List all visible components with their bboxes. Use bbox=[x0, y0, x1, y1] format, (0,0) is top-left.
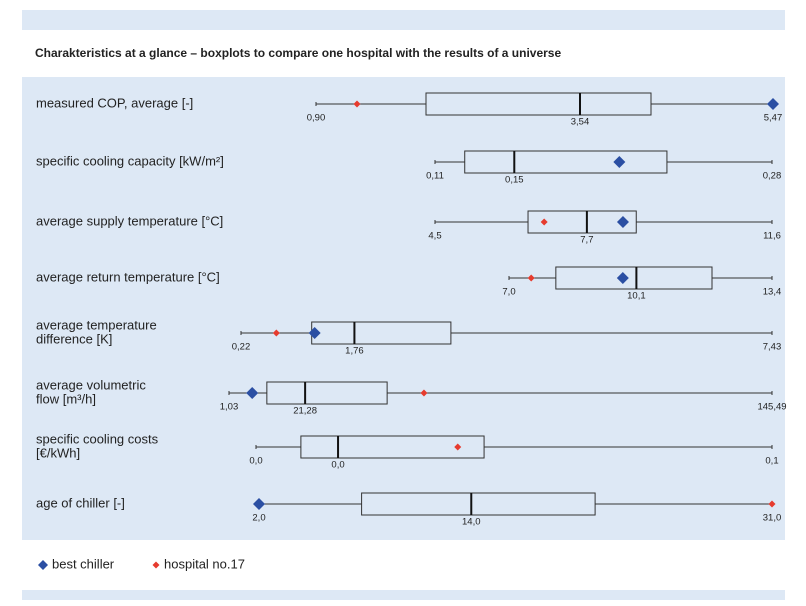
median-label: 10,1 bbox=[627, 291, 646, 302]
legend-label: hospital no.17 bbox=[164, 556, 245, 571]
min-label: 4,5 bbox=[428, 231, 441, 242]
legend-label: best chiller bbox=[52, 556, 115, 571]
median-label: 21,28 bbox=[293, 406, 317, 417]
best-marker bbox=[616, 272, 629, 284]
median-label: 14,0 bbox=[462, 517, 481, 528]
best-marker bbox=[308, 327, 321, 339]
max-label: 5,47 bbox=[764, 113, 783, 124]
box bbox=[464, 150, 668, 174]
panel bbox=[22, 10, 785, 600]
best-marker bbox=[767, 98, 779, 110]
max-label: 7,43 bbox=[763, 342, 782, 353]
median-label: 0,15 bbox=[505, 175, 524, 186]
min-label: 7,0 bbox=[502, 287, 515, 298]
row-label: measured COP, average [-] bbox=[36, 95, 193, 110]
row-label: age of chiller [-] bbox=[36, 495, 125, 510]
box bbox=[527, 210, 637, 234]
row-label: average temperature bbox=[36, 317, 157, 332]
box bbox=[555, 266, 713, 290]
min-label: 0,90 bbox=[307, 113, 326, 124]
min-label: 2,0 bbox=[252, 513, 265, 524]
box bbox=[361, 492, 596, 516]
max-label: 0,28 bbox=[763, 171, 782, 182]
median-label: 1,76 bbox=[345, 346, 364, 357]
median-label: 7,7 bbox=[580, 235, 593, 246]
min-label: 1,03 bbox=[220, 402, 239, 413]
max-label: 0,1 bbox=[765, 456, 778, 467]
median-label: 0,0 bbox=[331, 460, 344, 471]
chart-title: Charakteristics at a glance – boxplots t… bbox=[35, 46, 561, 60]
row-label: specific cooling capacity [kW/m²] bbox=[36, 153, 224, 168]
best-marker bbox=[613, 156, 626, 168]
best-marker bbox=[616, 216, 629, 228]
hospital-marker bbox=[353, 100, 361, 108]
best-marker bbox=[253, 498, 265, 510]
hospital-marker bbox=[768, 500, 776, 508]
box bbox=[425, 92, 652, 116]
row-label: difference [K] bbox=[36, 331, 112, 346]
legend-marker bbox=[38, 560, 48, 570]
row-label: [€/kWh] bbox=[36, 445, 80, 460]
box bbox=[266, 381, 388, 405]
title-box bbox=[22, 30, 785, 77]
row-label: flow [m³/h] bbox=[36, 391, 96, 406]
hospital-marker bbox=[540, 218, 548, 226]
row-label: specific cooling costs bbox=[36, 431, 159, 446]
min-label: 0,11 bbox=[426, 171, 444, 182]
hospital-marker bbox=[420, 389, 428, 397]
legend-box bbox=[22, 540, 785, 590]
max-label: 31,0 bbox=[763, 513, 782, 524]
max-label: 145,49 bbox=[757, 402, 786, 413]
row-label: average return temperature [°C] bbox=[36, 269, 220, 284]
hospital-marker bbox=[272, 329, 280, 337]
hospital-marker bbox=[454, 443, 462, 451]
median-label: 3,54 bbox=[571, 117, 590, 128]
max-label: 11,6 bbox=[763, 231, 781, 242]
row-label: average volumetric bbox=[36, 377, 146, 392]
legend-marker bbox=[152, 561, 160, 569]
max-label: 13,4 bbox=[763, 287, 782, 298]
hospital-marker bbox=[527, 274, 535, 282]
min-label: 0,22 bbox=[232, 342, 251, 353]
row-label: average supply temperature [°C] bbox=[36, 213, 223, 228]
min-label: 0,0 bbox=[249, 456, 262, 467]
best-marker bbox=[246, 387, 259, 399]
box bbox=[300, 435, 485, 459]
